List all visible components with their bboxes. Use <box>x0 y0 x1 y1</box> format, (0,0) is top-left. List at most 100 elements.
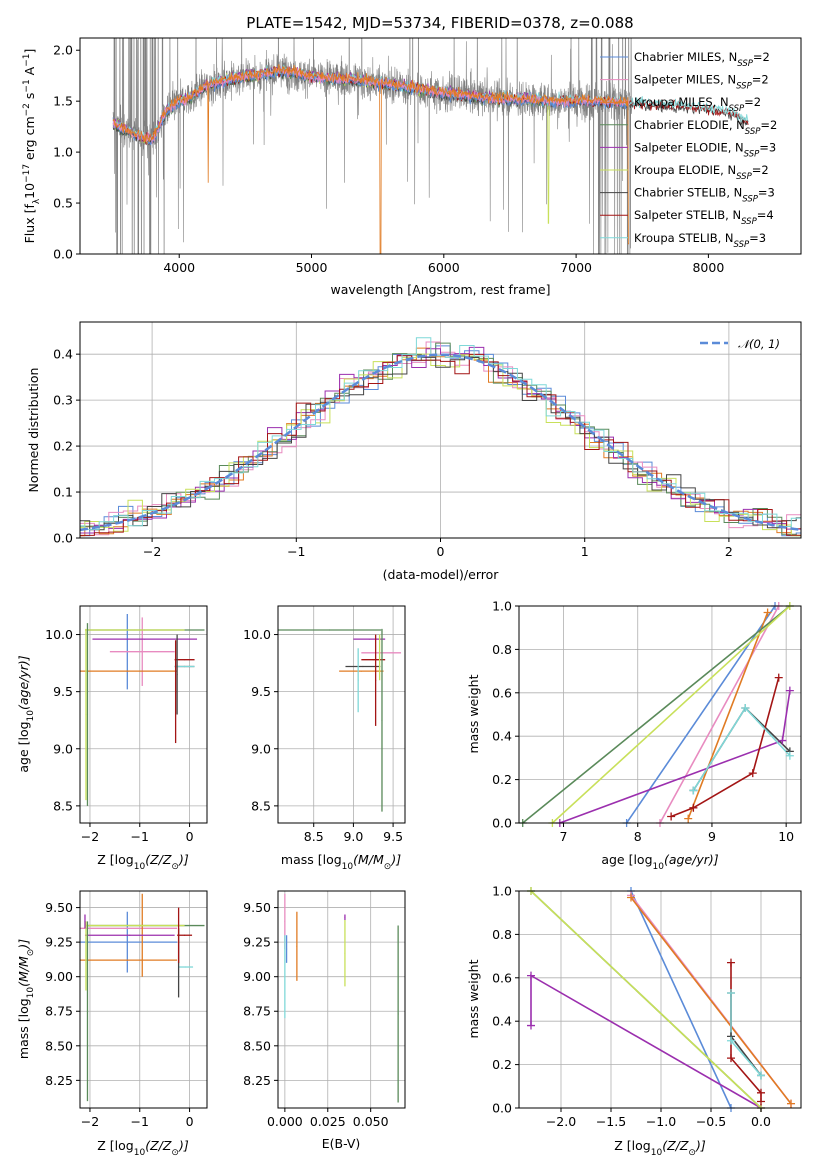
data-point <box>284 976 286 978</box>
data-point-marker <box>757 1097 765 1106</box>
x-tick-label: 0 <box>186 829 194 844</box>
y-axis-label: Flux [fλ10−17 erg cm−2 s−1 A−1] <box>22 49 42 244</box>
x-tick-label: −1.5 <box>596 1114 626 1129</box>
y-tick-label: 9.0 <box>53 741 73 756</box>
plot-area <box>278 628 402 812</box>
series-kroupa-elodie <box>551 606 791 823</box>
x-tick-label: −0.5 <box>696 1114 726 1129</box>
residual-histogram-panel: −2 −1 0 1 2 0.0 0.1 0.2 0.3 0.4 (data-model)/error… <box>26 321 802 582</box>
x-tick-label: −1 <box>287 544 305 559</box>
x-axis-label: Z [log10(Z/Z⊙)] <box>97 1138 189 1158</box>
data-point <box>84 920 86 923</box>
x-tick-label: −2 <box>81 1114 99 1129</box>
data-point <box>360 670 362 672</box>
y-tick-label: 8.25 <box>45 1073 73 1088</box>
data-point <box>285 948 288 950</box>
data-point-marker <box>689 786 698 795</box>
data-point <box>85 713 87 716</box>
data-point <box>175 691 177 693</box>
histogram-kroupa-miles <box>80 347 801 537</box>
mass-vs-metallicity-panel: −2 −1 0 8.25 8.50 8.75 9.00 9.25 9.50 Z [log10(Z/… <box>16 890 208 1158</box>
y-tick-label: 0.0 <box>492 1101 512 1116</box>
y-tick-label: 1.5 <box>53 94 73 109</box>
x-tick-label: 0.000 <box>267 1114 303 1129</box>
axes-frame <box>518 890 802 1109</box>
histogram-chabrier-stelib <box>80 354 801 531</box>
y-tick-label: 1.0 <box>492 884 512 899</box>
y-tick-label: 8.25 <box>243 1073 271 1088</box>
y-tick-label: 1.0 <box>53 145 73 160</box>
data-point <box>178 934 180 936</box>
y-axis-label: mass [log10(M/M⊙)] <box>16 939 36 1059</box>
y-tick-label: 2.0 <box>53 43 73 58</box>
x-tick-label: 6000 <box>428 260 460 275</box>
x-axis-label: age [log10(age/yr)] <box>601 852 718 872</box>
y-tick-label: 8.50 <box>45 1038 73 1053</box>
data-point <box>368 638 370 640</box>
axes-frame <box>277 605 406 824</box>
legend-entry: Kroupa ELODIE, NSSP=2 <box>634 163 769 182</box>
data-point <box>126 959 128 961</box>
x-tick-label: 0.0 <box>751 1114 771 1129</box>
data-point-marker <box>727 958 735 967</box>
x-tick-label: −1 <box>131 829 149 844</box>
x-tick-label: 9.0 <box>343 829 363 844</box>
x-axis-label: Z [log10(Z/Z⊙)] <box>614 1138 706 1158</box>
axes-frame <box>79 37 802 255</box>
x-tick-label: −2.0 <box>546 1114 576 1129</box>
y-tick-label: 10.0 <box>45 627 73 642</box>
data-point-marker <box>627 893 635 902</box>
data-point <box>184 966 187 968</box>
series-salpeter-elodie <box>530 974 762 1108</box>
x-axis-label: E(B-V) <box>322 1136 361 1151</box>
y-tick-label: 8.75 <box>243 1004 271 1019</box>
x-tick-label: −1 <box>131 1114 149 1129</box>
legend-entry: 𝒩(0, 1) <box>738 337 780 351</box>
x-tick-label: −2 <box>81 829 99 844</box>
series-kroupa-miles <box>687 612 769 819</box>
x-tick-label: −2 <box>143 544 161 559</box>
x-tick-label: 2 <box>725 544 733 559</box>
y-tick-label: 9.50 <box>45 900 73 915</box>
plot-area <box>522 606 791 823</box>
data-point-marker <box>727 988 735 997</box>
x-tick-label: −1.0 <box>646 1114 676 1129</box>
y-tick-label: 0.8 <box>492 927 512 942</box>
y-axis-label: mass weight <box>466 674 481 753</box>
y-tick-label: 8.5 <box>53 798 73 813</box>
data-point <box>86 713 89 716</box>
x-tick-label: 0 <box>186 1114 194 1129</box>
y-tick-label: 0.3 <box>53 393 73 408</box>
series-chabrier-stelib <box>692 706 791 791</box>
legend-entry: Salpeter MILES, NSSP=2 <box>634 73 769 92</box>
y-tick-label: 9.0 <box>251 741 271 756</box>
spectrum-panel: 4000 5000 6000 7000 8000 0.0 0.5 1.0 1.5 2.0 wavel… <box>22 37 802 297</box>
series-kroupa-elodie <box>530 891 762 1108</box>
plot-area <box>80 613 205 806</box>
data-point <box>379 656 381 658</box>
y-tick-label: 9.00 <box>243 969 271 984</box>
axes-frame <box>79 605 208 824</box>
data-point <box>397 1013 399 1015</box>
y-tick-label: 0.4 <box>492 1014 512 1029</box>
data-point-marker <box>689 803 698 812</box>
x-tick-label: 5000 <box>296 260 328 275</box>
y-tick-label: 0.0 <box>53 531 73 546</box>
series-salpeter-miles <box>659 606 780 823</box>
legend-entry: Kroupa MILES, NSSP=2 <box>634 95 761 114</box>
data-point-marker <box>787 1099 795 1108</box>
data-point-marker <box>778 736 787 745</box>
data-point <box>328 629 331 631</box>
data-point-marker <box>684 814 693 823</box>
x-axis-label: (data-model)/error <box>383 567 500 582</box>
data-point <box>141 651 143 653</box>
data-point <box>134 924 136 927</box>
data-point <box>183 659 186 661</box>
data-point-marker <box>527 971 535 980</box>
y-tick-label: 0.2 <box>492 1057 512 1072</box>
x-axis-label: wavelength [Angstrom, rest frame] <box>330 282 550 297</box>
x-tick-label: 8.5 <box>304 829 324 844</box>
y-axis-label: mass weight <box>466 959 481 1038</box>
axes-frame <box>518 605 802 824</box>
y-tick-label: 8.50 <box>243 1038 271 1053</box>
